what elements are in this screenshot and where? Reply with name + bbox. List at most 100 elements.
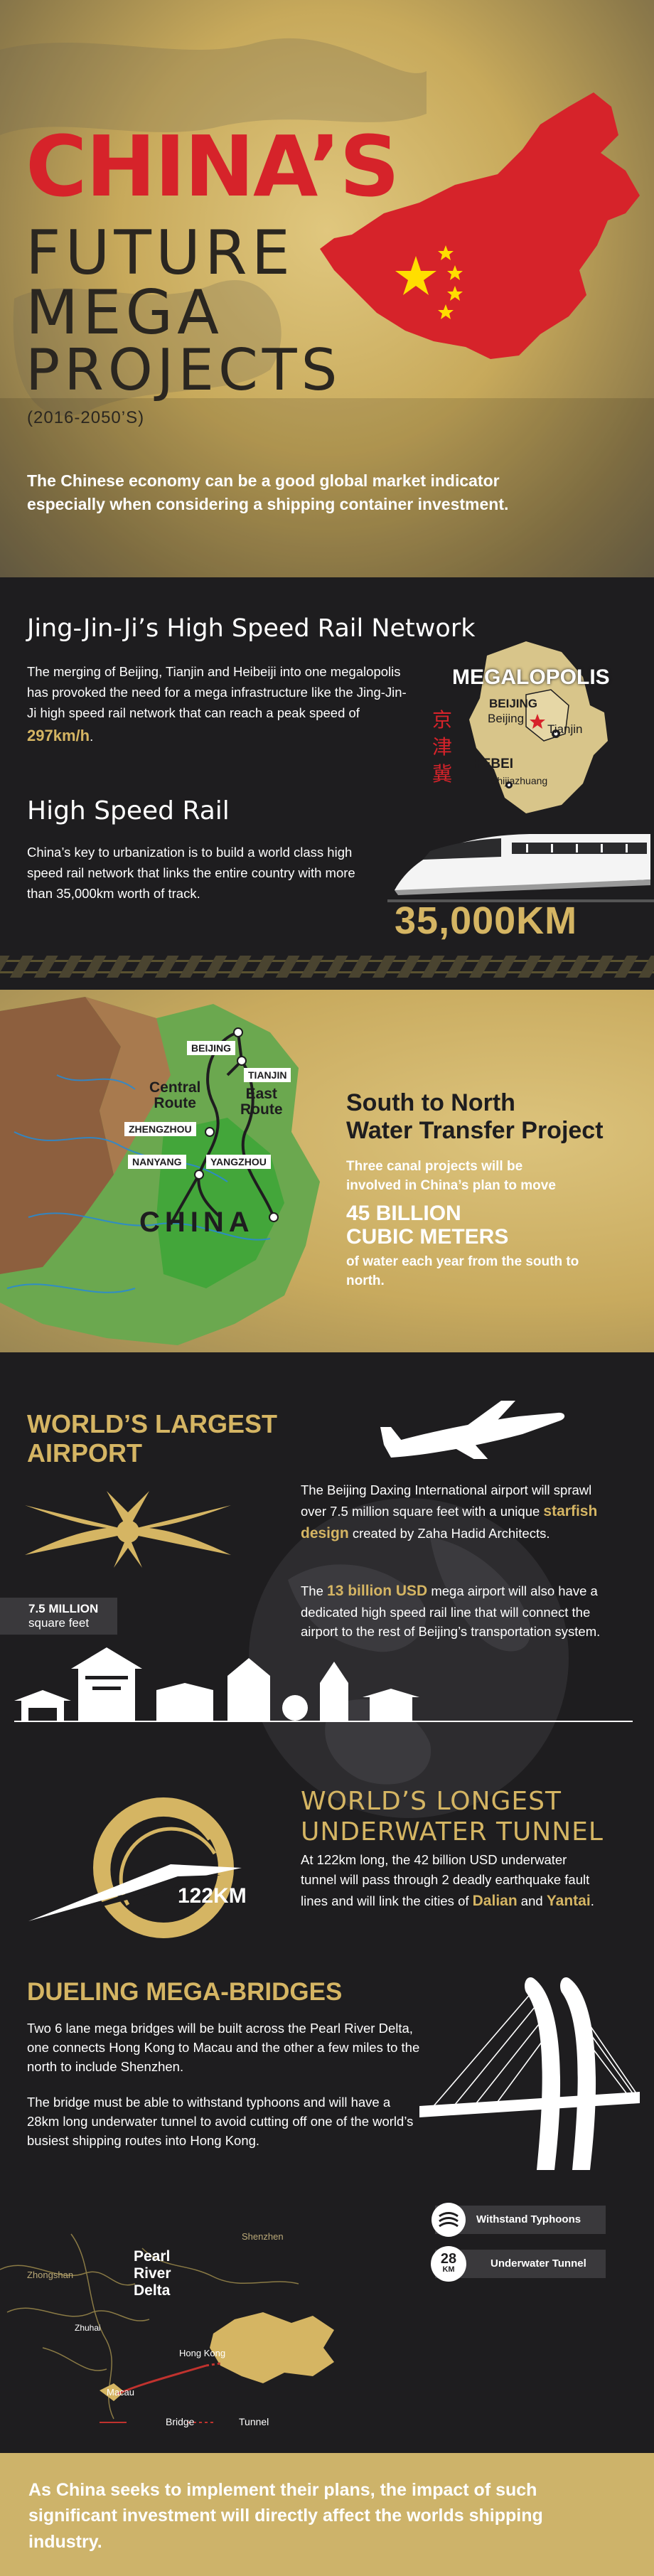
railway-sleeper [638, 956, 654, 978]
railway-track-divider [0, 956, 654, 978]
map-label-zhuhai: Zhuhai [75, 2323, 101, 2333]
airport-p1-text: The Beijing Daxing International airport… [301, 1482, 592, 1519]
railway-sleeper [0, 956, 10, 978]
railway-sleeper [82, 956, 107, 978]
city-dot-tianjin [237, 1056, 247, 1066]
rail-title: Jing-Jin-Ji’s High Speed Rail Network [27, 614, 476, 643]
airport-p2-text: The [301, 1583, 328, 1598]
water-volume: 45 BILLION CUBIC METERS [346, 1202, 509, 1249]
feature-tunnel-label: Underwater Tunnel [490, 2257, 586, 2270]
railway-sleeper [372, 956, 397, 978]
hsr-km: 35,000KM [395, 899, 578, 942]
city-label-beijing: BEIJING [187, 1041, 236, 1055]
footer-section: As China seeks to implement their plans,… [0, 2453, 654, 2576]
airport-p2-highlight: 13 billion USD [327, 1583, 428, 1599]
bridge-illustration [419, 1977, 640, 2170]
hero-subtitle: The Chinese economy can be a good global… [27, 471, 509, 514]
tunnel-km-number: 28 [440, 2251, 457, 2267]
airport-title: WORLD’S LARGEST AIRPORT [27, 1409, 277, 1468]
map-label-zhongshan: Zhongshan [27, 2270, 74, 2280]
train-icon [387, 834, 654, 902]
char-jin: 津 [432, 734, 453, 759]
railway-sleeper [106, 956, 131, 978]
water-title: South to North Water Transfer Project [346, 1089, 604, 1145]
char-jing: 京 [432, 708, 453, 732]
feature-tunnel-badge: 28 KM Underwater Tunnel [431, 2246, 606, 2282]
megalopolis-map [469, 641, 608, 813]
tunnel-icon [28, 1797, 242, 1938]
railway-sleeper [589, 956, 614, 978]
bridges-paragraph-2: The bridge must be able to withstand typ… [27, 2095, 414, 2148]
feature-typhoon-label: Withstand Typhoons [476, 2213, 581, 2225]
hero-title-line-projects: PROJECTS [26, 337, 342, 403]
railway-sleeper [444, 956, 469, 978]
railway-sleeper [130, 956, 155, 978]
airport-paragraph-2: The 13 billion USD mega airport will als… [301, 1580, 606, 1642]
city-label-zhengzhou: ZHENGZHOU [124, 1122, 196, 1136]
water-body-2: of water each year from the south to nor… [346, 1254, 579, 1288]
map-label-hebei: HEBEI [472, 757, 514, 771]
railway-sleeper [299, 956, 324, 978]
rail-section: Jing-Jin-Ji’s High Speed Rail Network Th… [0, 577, 654, 990]
airport-p2-end: mega airport will also have a dedicated … [301, 1583, 601, 1640]
city-dot-zhengzhou [205, 1127, 215, 1137]
beijing-star-icon [530, 714, 545, 729]
east-route-label: East Route [240, 1086, 283, 1118]
railway-sleeper [323, 956, 348, 978]
map-label-hong-kong: Hong Kong [179, 2348, 226, 2358]
map-label-beijing: Beijing [488, 712, 525, 725]
hsr-body: China’s key to urbanization is to build … [27, 845, 355, 902]
water-section: BEIJING TIANJIN ZHENGZHOU NANYANG YANGZH… [0, 990, 654, 1352]
airport-section: WORLD’S LARGEST AIRPORT 7.5 MILLION squa… [0, 1352, 654, 2453]
tunnel-title: WORLD’S LONGEST UNDERWATER TUNNEL [301, 1787, 604, 1847]
tunnel-body-end: . [590, 1893, 594, 1908]
railway-sleeper [517, 956, 542, 978]
city-dot-yangzhou [269, 1212, 279, 1222]
beijing-skyline-illustration [14, 1647, 633, 1722]
airport-area-badge: 7.5 MILLION square feet [0, 1598, 117, 1635]
railway-sleeper [275, 956, 300, 978]
tunnel-body: At 122km long, the 42 billion USD underw… [301, 1850, 599, 1912]
railway-sleeper [468, 956, 493, 978]
water-body: Three canal projects will be involved in… [346, 1159, 556, 1193]
rail-body-end: . [90, 728, 94, 744]
china-map-shape [320, 92, 640, 359]
map-label-pearl-river-delta: Pearl River Delta [134, 2248, 171, 2299]
railway-sleeper [420, 956, 445, 978]
tunnel-body-text: At 122km long, the 42 billion USD underw… [301, 1852, 590, 1908]
tunnel-and: and [517, 1893, 547, 1908]
hero-years: (2016-2050’S) [27, 408, 145, 427]
railway-sleeper [227, 956, 252, 978]
footer-text: As China seeks to implement their plans,… [28, 2480, 543, 2552]
city-label-nanyang: NANYANG [128, 1155, 186, 1169]
airport-paragraph-1: The Beijing Daxing International airport… [301, 1480, 606, 1545]
railway-sleeper [58, 956, 82, 978]
airport-area-value: 7.5 MILLION [28, 1602, 99, 1615]
city-label-tianjin: TIANJIN [244, 1068, 291, 1082]
railway-sleeper [396, 956, 421, 978]
tunnel-length-label: 122KM [178, 1884, 247, 1908]
megalopolis-title: MEGALOPOLIS [452, 666, 610, 689]
airport-p1-highlight: starfish design [301, 1502, 598, 1542]
bridges-title: DUELING MEGA-BRIDGES [27, 1978, 343, 2006]
central-route-label: Central Route [149, 1079, 201, 1112]
hero-title-line-future: FUTURE [26, 218, 294, 289]
airport-area-unit: square feet [28, 1616, 90, 1630]
flag-stars-icon [395, 245, 463, 319]
char-ji: 冀 [432, 761, 453, 786]
jingjinji-characters: 京 津 冀 [432, 707, 452, 787]
city-dot-nanyang [194, 1170, 204, 1180]
city-dot-beijing [233, 1027, 243, 1037]
railway-sleeper [154, 956, 179, 978]
pearl-river-delta-map [0, 2233, 334, 2423]
railway-sleeper [33, 956, 58, 978]
railway-sleeper [565, 956, 590, 978]
china-map-illustration [0, 38, 654, 577]
china-map-label: CHINA [139, 1207, 254, 1238]
tunnel-city-2: Yantai [546, 1892, 591, 1909]
hsr-title: High Speed Rail [27, 796, 230, 825]
hero-title-line-mega: MEGA [26, 277, 224, 348]
legend-bridge-label: Bridge [166, 2416, 195, 2427]
china-water-map [0, 997, 320, 1345]
